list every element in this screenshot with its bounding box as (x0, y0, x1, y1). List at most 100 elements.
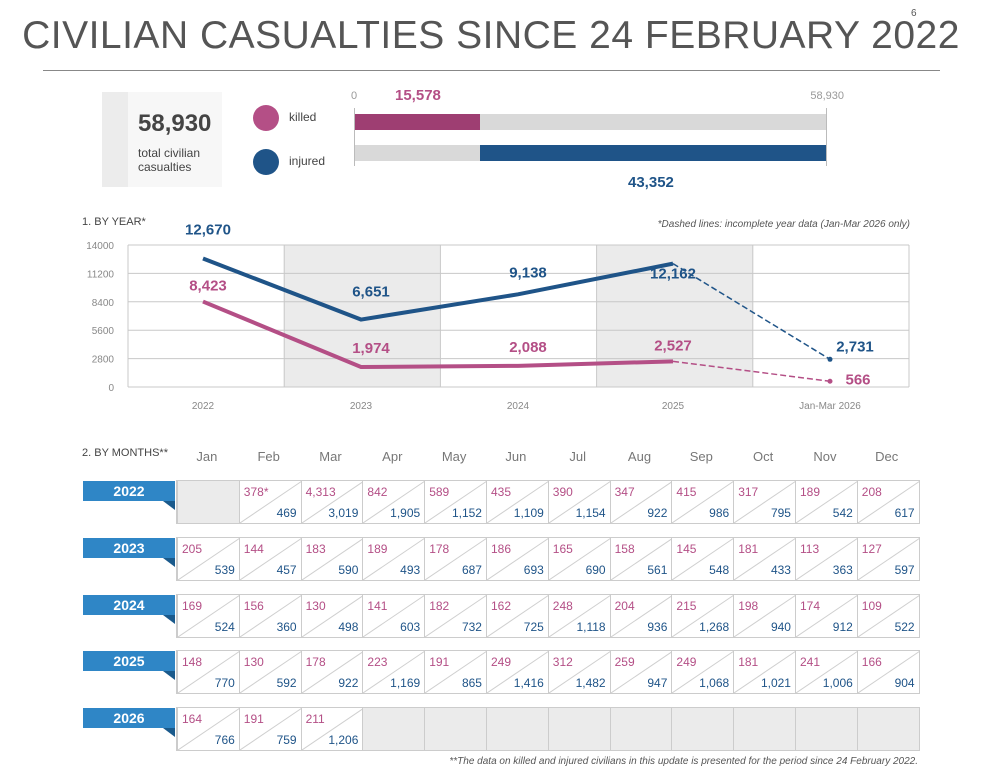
by-months-footnote: **The data on killed and injured civilia… (449, 756, 918, 767)
month-cell: 158 561 (609, 538, 672, 580)
killed-dashed-segment (672, 360, 831, 383)
total-casualties-value: 58,930 (138, 110, 212, 137)
killed-bar-fill (355, 114, 480, 130)
month-cell: 181 1,021 (733, 651, 795, 693)
killed-value: 317 (738, 485, 759, 499)
month-cell: 178 922 (300, 651, 363, 693)
injured-value: 1,006 (822, 676, 853, 690)
x-tick-label: 2023 (350, 401, 373, 412)
month-cell: 191 865 (424, 651, 486, 693)
year-column-shade (284, 245, 441, 387)
injured-bar-fill (479, 145, 826, 161)
month-cell (424, 708, 486, 750)
injured-value: 561 (647, 563, 668, 577)
month-cell (733, 708, 795, 750)
month-cell: 148 770 (177, 651, 239, 693)
killed-value: 166 (861, 655, 882, 669)
injured-value: 865 (461, 676, 482, 690)
y-tick-label: 14000 (86, 241, 114, 252)
title-divider (43, 70, 940, 71)
y-tick-label: 5600 (92, 326, 115, 337)
injured-value: 539 (214, 563, 235, 577)
killed-value: 181 (738, 542, 759, 556)
month-row-2026: 164 766 191 759 211 1,206 (176, 707, 920, 751)
year-label-2023: 2023 (83, 538, 175, 558)
month-cell: 241 1,006 (795, 651, 857, 693)
month-cell: 378* 469 (238, 481, 301, 523)
killed-value: 241 (800, 655, 821, 669)
month-cell: 312 1,482 (547, 651, 610, 693)
injured-value: 597 (894, 563, 915, 577)
injured-value: 498 (338, 620, 359, 634)
killed-value: 589 (429, 485, 450, 499)
month-cell: 249 1,416 (486, 651, 548, 693)
killed-value: 191 (429, 655, 450, 669)
month-row-2023: 205 539 144 457 183 590 189 493 178 687 186 693 165 6… (176, 537, 920, 581)
killed-value: 186 (491, 542, 512, 556)
month-cell: 249 1,068 (671, 651, 734, 693)
injured-value: 1,021 (760, 676, 791, 690)
injured-value: 1,154 (575, 506, 606, 520)
injured-value: 1,268 (699, 620, 730, 634)
killed-value: 189 (800, 485, 821, 499)
month-cell: 164 766 (177, 708, 239, 750)
month-cell: 211 1,206 (300, 708, 363, 750)
month-cell: 127 597 (856, 538, 919, 580)
injured-value: 904 (894, 676, 915, 690)
injured-legend-dot (253, 149, 279, 175)
month-cell: 182 732 (424, 595, 486, 637)
month-cell: 189 542 (795, 481, 857, 523)
killed-value: 347 (614, 485, 635, 499)
month-cell: 145 548 (671, 538, 734, 580)
injured-data-label: 9,138 (509, 264, 547, 281)
month-header-sep: Sep (689, 449, 713, 464)
injured-value: 1,152 (451, 506, 482, 520)
month-cell: 259 947 (609, 651, 672, 693)
month-cell: 215 1,268 (671, 595, 734, 637)
injured-value: 986 (709, 506, 730, 520)
killed-value: 378* (243, 485, 269, 499)
injured-value: 1,905 (390, 506, 421, 520)
x-tick-label: 2024 (507, 401, 530, 412)
month-cell: 189 493 (362, 538, 425, 580)
month-cell: 181 433 (733, 538, 795, 580)
month-header-jun: Jun (505, 449, 527, 464)
month-header-feb: Feb (257, 449, 280, 464)
injured-value: 590 (338, 563, 359, 577)
killed-value: 435 (491, 485, 512, 499)
injured-value: 732 (461, 620, 482, 634)
injured-value: 603 (400, 620, 421, 634)
killed-value: 211 (305, 712, 325, 726)
killed-value: 183 (305, 542, 326, 556)
killed-value: 144 (243, 542, 264, 556)
killed-value: 109 (861, 599, 882, 613)
injured-value: 469 (276, 506, 297, 520)
by-months-title: 2. BY MONTHS** (82, 447, 168, 459)
injured-value: 592 (276, 676, 297, 690)
scale-start-line (354, 108, 355, 166)
month-cell: 144 457 (238, 538, 301, 580)
y-tick-label: 11200 (87, 269, 115, 280)
month-cell: 248 1,118 (547, 595, 610, 637)
killed-value: 208 (861, 485, 882, 499)
injured-data-label: 12,670 (185, 221, 231, 238)
month-cell: 842 1,905 (362, 481, 425, 523)
killed-value: 191 (243, 712, 264, 726)
by-year-chart: 0 2800 5600 8400 11200 14000 2022 2023 2024 2025 J… (86, 221, 910, 412)
month-cell (547, 708, 610, 750)
injured-value: 1,118 (576, 620, 606, 634)
injured-value: 947 (647, 676, 668, 690)
killed-value: 312 (552, 655, 573, 669)
injured-value: 3,019 (328, 506, 359, 520)
killed-value: 259 (614, 655, 635, 669)
month-cell: 162 725 (486, 595, 548, 637)
y-tick-label: 2800 (92, 355, 115, 366)
injured-value: 1,068 (699, 676, 730, 690)
month-row-2025: 148 770 130 592 178 922 223 1,169 191 865 249 1,416… (176, 650, 920, 694)
killed-value: 162 (491, 599, 512, 613)
killed-value: 158 (614, 542, 635, 556)
injured-value: 690 (585, 563, 606, 577)
year-label-2024: 2024 (83, 595, 175, 615)
injured-end-point (827, 356, 833, 362)
injured-value: 1,416 (513, 676, 544, 690)
